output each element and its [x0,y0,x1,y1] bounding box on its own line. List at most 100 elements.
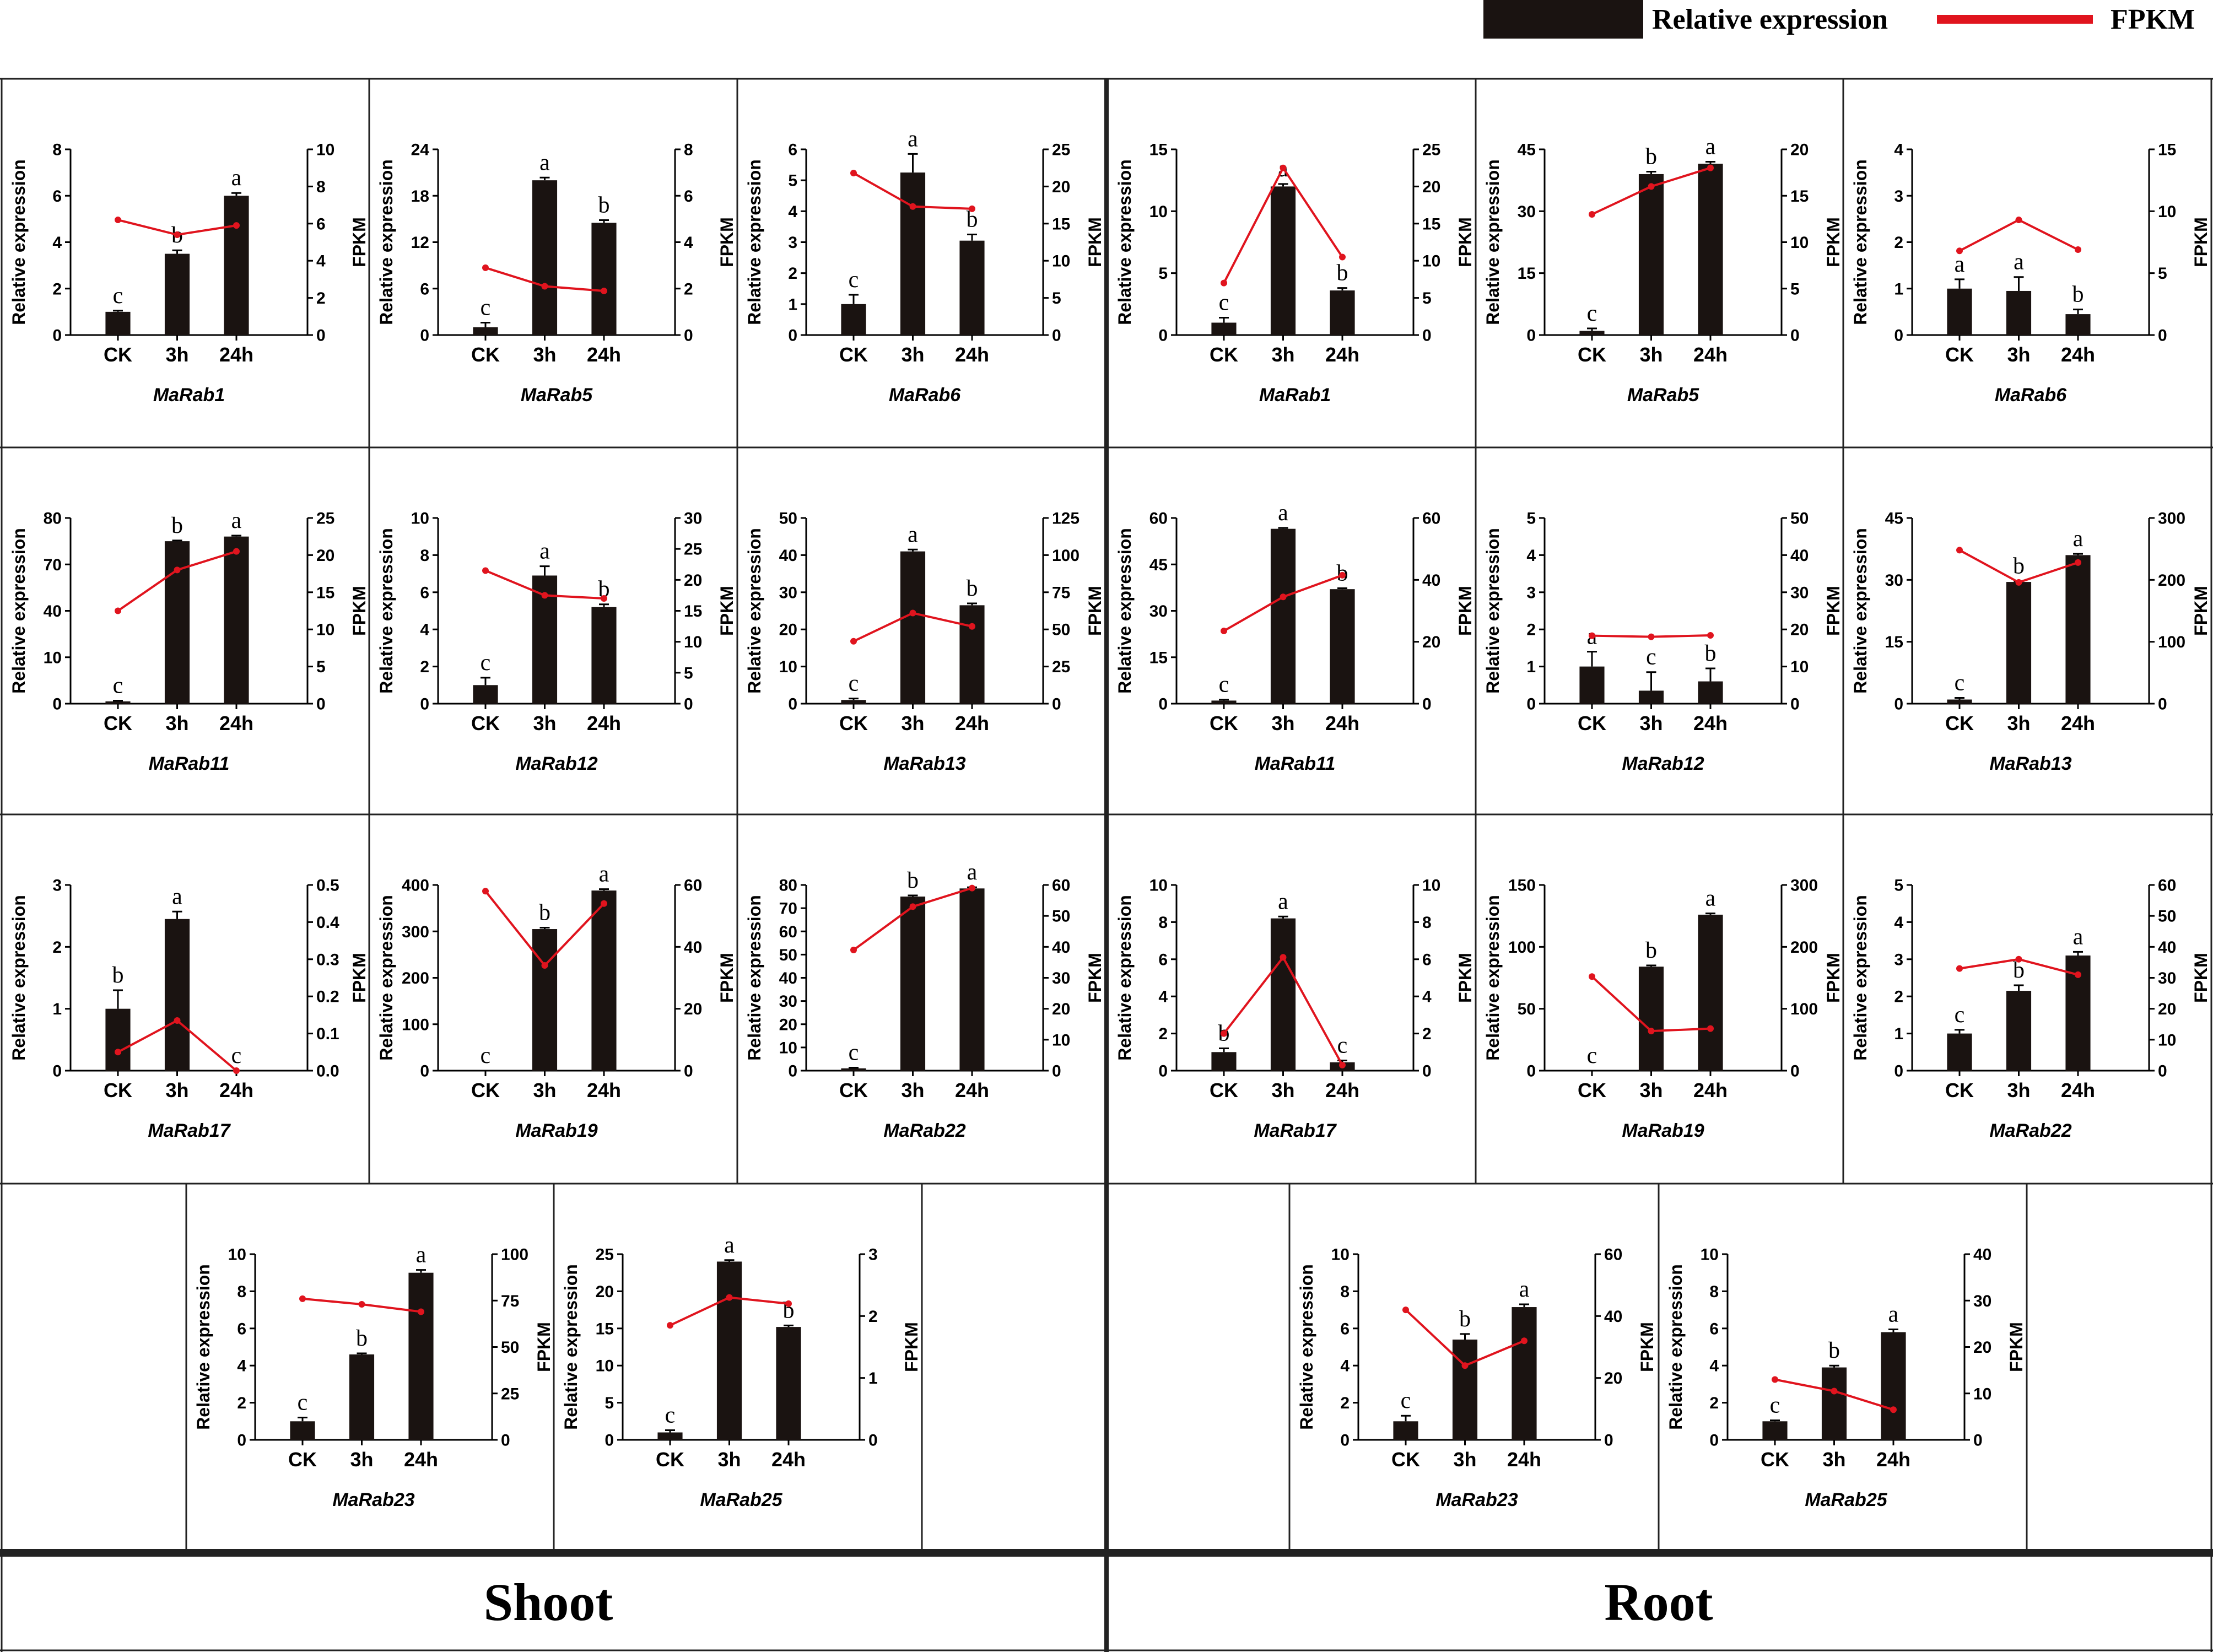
fpkm-point [115,217,121,224]
y2-axis-title: FPKM [349,953,369,1003]
y-tick-label: 0 [1526,695,1536,714]
significance-letter: b [1459,1307,1471,1332]
y-tick-label: 80 [779,877,797,895]
y-tick-label: 0 [1158,327,1168,345]
x-tick-label: CK [656,1448,684,1471]
significance-letter: a [172,884,182,909]
y2-tick-label: 10 [2158,1031,2176,1049]
bar-3h [716,1261,742,1440]
significance-letter: a [1888,1302,1899,1327]
fpkm-point [850,638,857,645]
y-tick-label: 40 [779,969,797,987]
y-axis-title: Relative expression [376,528,396,694]
significance-letter: a [1278,889,1288,914]
y-tick-label: 10 [44,649,62,667]
gene-name: MaRab17 [1254,1120,1337,1141]
y2-tick-label: 4 [316,252,326,271]
y-tick-label: 0 [52,327,62,345]
gene-name: MaRab13 [1989,753,2071,774]
gene-name: MaRab12 [515,753,597,774]
y-tick-label: 0 [1526,1062,1536,1081]
y-tick-label: 6 [788,141,797,159]
y-tick-label: 300 [402,923,429,941]
fpkm-point [667,1322,673,1329]
y2-axis-title: FPKM [2006,1322,2026,1372]
y2-tick-label: 2 [1422,1025,1432,1043]
x-tick-label: CK [1945,712,1974,735]
chart-s25: 0 5 10 15 20 25 0 1 2 3 Relative expression FPKM c CK… [561,1233,921,1510]
y-tick-label: 200 [402,969,429,987]
y-axis-title: Relative expression [1850,528,1870,694]
y2-tick-label: 50 [1052,621,1070,639]
y-tick-label: 0 [420,327,429,345]
x-tick-label: 24h [587,712,621,735]
y2-tick-label: 6 [684,187,693,206]
fpkm-point [601,287,607,294]
y-tick-label: 10 [1701,1246,1719,1264]
x-tick-label: CK [1578,712,1606,735]
fpkm-point [115,607,121,614]
significance-letter: c [1955,671,1965,696]
y2-axis-title: FPKM [1823,586,1843,636]
y2-tick-label: 200 [1790,938,1818,957]
significance-letter: a [1519,1277,1530,1302]
x-tick-label: CK [1761,1448,1789,1471]
x-tick-label: CK [471,712,500,735]
y-tick-label: 4 [1340,1357,1350,1375]
fpkm-point [726,1294,733,1301]
y-tick-label: 8 [1709,1283,1719,1301]
y2-tick-label: 5 [316,658,326,676]
fpkm-point [233,222,240,229]
gene-name: MaRab25 [700,1489,782,1510]
bar-3h [2006,290,2032,335]
y2-tick-label: 40 [684,938,702,957]
y-tick-label: 8 [420,547,429,565]
gene-name: MaRab19 [515,1120,597,1141]
significance-letter: a [1278,500,1288,526]
bar-3h [900,172,926,335]
legend: Relative expression FPKM [1483,0,2195,39]
y-tick-label: 150 [1508,877,1536,895]
bar-3h [1638,967,1664,1071]
fpkm-point [969,205,975,212]
y-tick-label: 1 [1526,658,1536,676]
y-tick-label: 60 [779,923,797,941]
x-tick-label: CK [1391,1448,1420,1471]
y2-tick-label: 20 [1422,633,1440,651]
fpkm-point [2015,955,2022,963]
y2-tick-label: 10 [1422,252,1440,271]
chart-r6: 0 1 2 3 4 0 5 10 15 Relative expression FPKM a CK a 3h… [1850,141,2211,406]
significance-letter: a [1705,886,1716,911]
fpkm-point [482,264,489,271]
bar-24h [1512,1307,1537,1440]
y2-tick-label: 0 [1052,695,1061,714]
y2-tick-label: 20 [316,547,334,565]
y2-tick-label: 0 [316,327,326,345]
fpkm-point [601,900,607,907]
y2-tick-label: 0 [1973,1432,1983,1450]
bar-24h [224,536,249,704]
fpkm-point [1221,628,1227,635]
y2-axis-title: FPKM [717,953,737,1003]
bar-3h [2006,582,2032,704]
y-axis-title: Relative expression [561,1264,581,1430]
gene-name: MaRab11 [149,753,230,774]
y-tick-label: 3 [52,877,62,895]
x-tick-label: 3h [901,712,924,735]
y-axis-title: Relative expression [376,159,396,325]
y-tick-label: 15 [1149,649,1168,667]
bar-3h [532,180,558,335]
y2-tick-label: 300 [2158,510,2185,528]
y2-tick-label: 6 [1422,951,1432,969]
y2-tick-label: 10 [1790,234,1809,252]
y2-tick-label: 15 [1790,187,1809,206]
significance-letter: a [908,522,918,547]
significance-letter: a [2073,924,2084,949]
x-tick-label: CK [471,1079,500,1102]
fpkm-point [1339,1061,1346,1068]
y2-tick-label: 125 [1052,510,1079,528]
y-tick-label: 6 [237,1320,246,1338]
x-tick-label: 24h [1693,1079,1728,1102]
gene-name: MaRab19 [1622,1120,1704,1141]
